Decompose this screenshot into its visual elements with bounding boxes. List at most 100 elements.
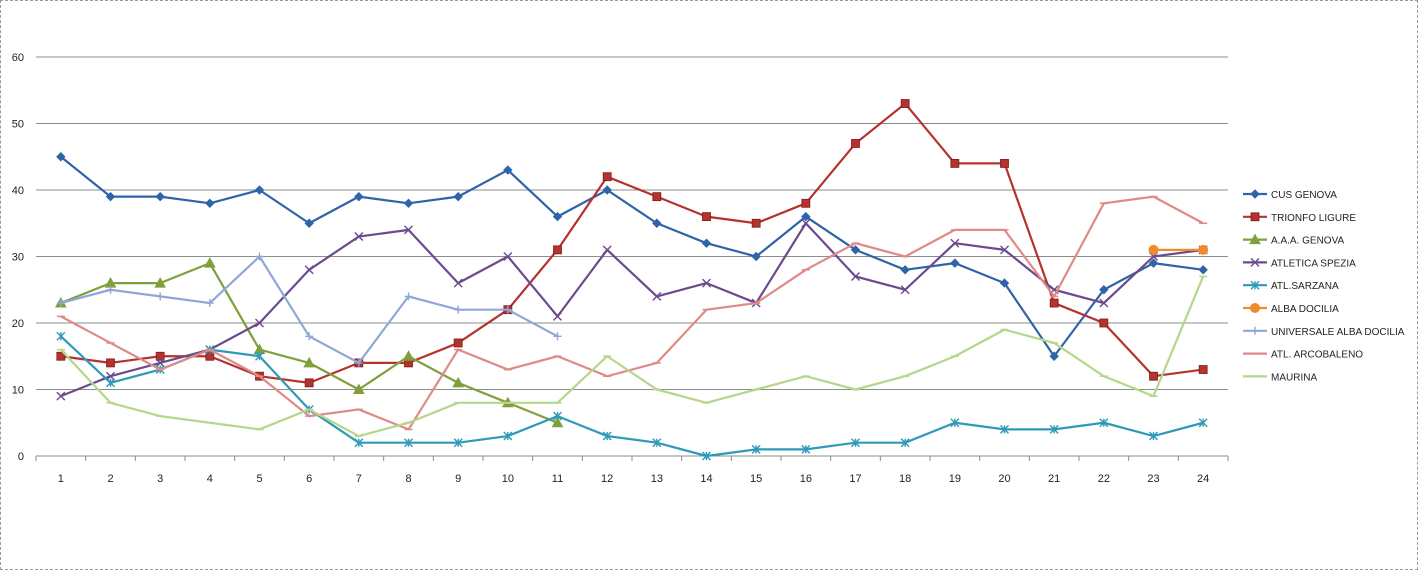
data-point	[255, 318, 264, 328]
x-tick-label: 4	[207, 473, 213, 485]
data-point	[602, 185, 612, 195]
data-point	[354, 232, 364, 242]
data-point	[255, 351, 264, 361]
legend-label: CUS GENOVA	[1271, 190, 1337, 201]
x-tick-label: 11	[552, 473, 563, 485]
legend-label: UNIVERSALE ALBA DOCILIA	[1271, 327, 1405, 338]
data-point	[751, 251, 761, 262]
data-point	[205, 299, 214, 308]
data-point	[404, 292, 413, 301]
legend-item: TRIONFO LIGURE	[1243, 212, 1356, 224]
data-point	[354, 191, 364, 202]
x-tick-label: 14	[700, 473, 712, 485]
data-point	[56, 152, 66, 162]
data-point	[1000, 158, 1009, 168]
data-point	[303, 356, 316, 368]
x-tick-label: 20	[998, 473, 1010, 485]
x-tick-label: 12	[601, 473, 613, 485]
data-point	[503, 165, 513, 175]
data-point	[1148, 258, 1159, 268]
x-tick-label: 21	[1048, 473, 1060, 485]
x-tick-label: 22	[1098, 473, 1110, 485]
legend: CUS GENOVA TRIONFO LIGURE A.A.A. GENOVA ATL…	[1243, 189, 1405, 383]
data-point	[551, 416, 564, 428]
data-point	[453, 338, 463, 348]
x-tick-label: 17	[849, 473, 861, 485]
data-point	[950, 158, 960, 168]
data-point	[652, 438, 662, 448]
data-point	[304, 378, 314, 388]
data-point	[352, 383, 365, 394]
data-point	[900, 285, 910, 295]
data-point	[1198, 265, 1208, 275]
data-point	[1251, 326, 1259, 335]
data-point	[1250, 189, 1260, 199]
data-point	[602, 431, 612, 441]
y-tick-label: 60	[12, 52, 24, 64]
data-point	[1000, 424, 1009, 434]
data-point	[1198, 244, 1209, 255]
data-point	[1250, 280, 1260, 290]
series-maurina	[56, 275, 1208, 438]
data-point	[452, 376, 465, 388]
series-cus-genova	[56, 152, 1208, 361]
data-point	[1249, 233, 1261, 245]
data-point	[801, 444, 811, 454]
legend-label: ALBA DOCILIA	[1271, 304, 1339, 315]
data-point	[106, 358, 115, 368]
x-tick-label: 8	[405, 473, 411, 485]
data-point	[1149, 371, 1158, 381]
data-point	[404, 225, 413, 235]
legend-label: TRIONFO LIGURE	[1271, 213, 1356, 224]
legend-label: ATL. ARCOBALENO	[1271, 350, 1363, 361]
data-point	[950, 238, 960, 248]
data-point	[553, 311, 562, 321]
data-point	[1149, 431, 1158, 441]
data-point	[751, 444, 761, 454]
data-point	[1099, 318, 1109, 328]
data-point	[305, 332, 314, 341]
legend-item: ATLETICA SPEZIA	[1243, 257, 1356, 269]
data-point	[453, 278, 463, 288]
series-line	[60, 276, 1205, 438]
x-tick-label: 13	[651, 473, 663, 485]
data-point	[255, 252, 264, 261]
data-point	[304, 265, 314, 275]
data-point	[602, 172, 612, 182]
data-point	[1000, 245, 1009, 255]
legend-item: A.A.A. GENOVA	[1243, 233, 1344, 247]
data-point	[851, 139, 860, 148]
series-line	[60, 195, 1204, 431]
series-atl-arcobaleno	[56, 195, 1208, 431]
legend-label: MAURINA	[1271, 372, 1317, 383]
data-point	[106, 285, 115, 294]
gridlines	[36, 56, 1228, 390]
data-point	[751, 218, 761, 228]
data-point	[900, 99, 910, 108]
legend-item: ATL. ARCOBALENO	[1243, 350, 1363, 361]
data-point	[453, 438, 463, 448]
data-point	[1049, 298, 1059, 308]
data-point	[503, 305, 512, 314]
data-point	[801, 218, 811, 228]
data-point	[304, 218, 314, 228]
legend-item: ALBA DOCILIA	[1243, 303, 1339, 315]
data-point	[56, 351, 66, 361]
x-tick-label: 16	[800, 473, 812, 485]
data-point	[1250, 303, 1260, 313]
data-point	[652, 192, 662, 202]
data-point	[56, 331, 66, 341]
data-point	[552, 211, 563, 222]
y-tick-label: 0	[18, 451, 24, 463]
data-point	[205, 198, 215, 209]
x-tick-label: 23	[1147, 473, 1159, 485]
data-point	[56, 391, 66, 401]
data-point	[155, 351, 165, 361]
data-point	[701, 238, 712, 248]
x-tick-label: 24	[1197, 473, 1209, 485]
series-atletica-spezia	[56, 218, 1208, 401]
x-tick-label: 3	[157, 473, 163, 485]
data-point	[950, 258, 960, 268]
data-point	[553, 332, 562, 341]
